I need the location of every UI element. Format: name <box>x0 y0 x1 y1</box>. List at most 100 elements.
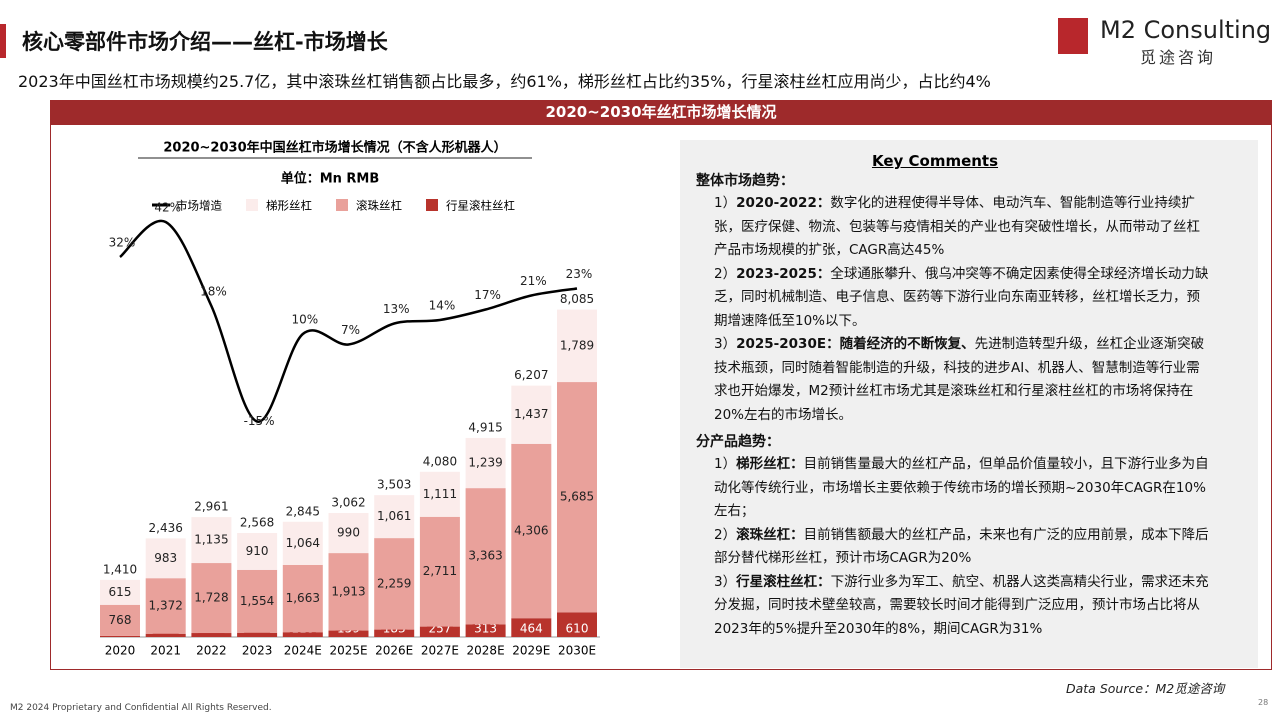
logo-name: M2 Consulting <box>1100 16 1272 44</box>
data-label: 1,554 <box>240 594 274 608</box>
comments: 整体市场趋势： 1）2020-2022：数字化的进程使得半导体、电动汽车、智能制造… <box>696 170 1209 641</box>
logo-icon <box>1058 18 1088 54</box>
data-label: 1,728 <box>194 591 228 605</box>
data-label: 1,064 <box>286 536 320 550</box>
x-tick-label: 2025E <box>329 644 367 658</box>
bar-segment <box>557 309 597 383</box>
bar-segment <box>465 488 506 625</box>
bar-segment <box>374 538 415 630</box>
item-text: 数字化的进程使得半导体、电动汽车、智能制造等行业持续扩张，医疗保健、物流、包装等… <box>714 195 1200 258</box>
section-heading: 分产品趋势： <box>696 434 780 450</box>
growth-line <box>119 219 578 423</box>
total-label: 4,080 <box>423 454 457 468</box>
data-source: Data Source：M2觅途咨询 <box>1066 681 1225 696</box>
line-label: 32% <box>109 236 136 250</box>
label-bg <box>564 621 590 635</box>
total-label: 6,207 <box>514 368 548 382</box>
item-text: 先进制造转型升级，丝杠企业逐渐突破技术瓶颈，同时随着智能制造的升级，科技的进步A… <box>714 336 1205 423</box>
bar-segment <box>191 517 232 564</box>
line-label: 14% <box>429 299 456 313</box>
data-label: 1,111 <box>423 487 457 501</box>
item-number: 3） <box>714 336 737 352</box>
bar-segment <box>191 633 232 637</box>
item-lead: 行星滚柱丝杠： <box>736 573 831 590</box>
data-label: 1,789 <box>560 338 594 352</box>
page-number: 28 <box>1258 698 1269 707</box>
total-label: 8,085 <box>560 292 594 306</box>
data-label: 1,913 <box>331 584 365 598</box>
data-label: 464 <box>520 622 543 636</box>
x-tick-label: 2023 <box>242 644 273 658</box>
copyright: M2 2024 Proprietary and Confidential All… <box>10 703 272 713</box>
item-number: 2） <box>714 526 737 543</box>
data-label: 1,437 <box>514 407 548 421</box>
bar-segment <box>465 437 506 489</box>
bar-segment <box>100 635 140 637</box>
comment-item: 3）2025-2030E：随着经济的不断恢复、先进制造转型升级，丝杠企业逐渐突破… <box>714 333 1209 427</box>
line-label: 13% <box>383 302 410 316</box>
item-lead: 滚珠丝杠： <box>736 526 804 543</box>
line-label: 17% <box>474 288 501 302</box>
bar-segment <box>237 569 278 633</box>
page-title: 核心零部件市场介绍——丝杠-市场增长 <box>22 30 388 54</box>
frame <box>50 125 1272 670</box>
page-subtitle: 2023年中国丝杠市场规模约25.7亿，其中滚珠丝杠销售额占比最多，约61%，梯… <box>18 72 991 91</box>
section-heading: 整体市场趋势： <box>696 173 794 189</box>
data-label: 610 <box>566 622 589 636</box>
data-label: 2,259 <box>377 576 411 590</box>
total-label: 3,503 <box>377 478 411 492</box>
x-tick-label: 2030E <box>558 644 596 658</box>
total-label: 1,410 <box>103 562 137 576</box>
legend-label: 行星滚柱丝杠 <box>446 199 515 213</box>
x-tick-label: 2029E <box>512 644 550 658</box>
bar-segment <box>100 579 140 605</box>
label-bg <box>472 621 499 635</box>
bar-segment <box>557 382 597 613</box>
line-label: -15% <box>244 414 275 428</box>
legend-swatch <box>426 199 438 211</box>
item-lead: 2020-2022： <box>736 195 831 211</box>
label-bg <box>518 621 545 635</box>
item-text: 全球通胀攀升、俄乌冲突等不确定因素使得全球经济增长动力缺乏，同时机械制造、电子信… <box>714 265 1209 329</box>
item-text: 下游行业多为军工、航空、机器人这类高精尖行业，需求还未充分发掘，同时技术壁垒较高… <box>714 573 1209 637</box>
total-label: 2,436 <box>149 521 183 535</box>
x-tick-label: 2022 <box>196 644 227 658</box>
data-label: 983 <box>154 551 177 565</box>
comment-item: 1）梯形丝杠：目前销售量最大的丝杠产品，但单品价值量较小，且下游行业多为自动化等… <box>714 453 1209 524</box>
x-tick-label: 2028E <box>467 644 505 658</box>
total-label: 2,961 <box>194 500 228 514</box>
bar-segment <box>145 633 186 637</box>
line-label: 7% <box>341 323 360 337</box>
item-text: 目前销售量最大的丝杠产品，但单品价值量较小，且下游行业多为自动化等传统行业，市场… <box>714 456 1209 519</box>
bar-segment <box>237 532 278 570</box>
comments-panel <box>680 140 1258 668</box>
legend-label: 梯形丝杠 <box>266 199 312 213</box>
item-lead: 2023-2025： <box>736 265 831 282</box>
data-label: 313 <box>474 622 497 636</box>
logo-cn: 觅途咨询 <box>1140 48 1217 67</box>
data-label: 5,685 <box>560 490 594 504</box>
chart: 2020~2030年中国丝杠市场增长情况（不含人形机器人） 单位：Mn RMB … <box>100 140 600 658</box>
data-label: 1,135 <box>194 533 228 547</box>
bar-segment <box>419 471 460 517</box>
line-label: 21% <box>520 274 547 288</box>
total-label: 2,568 <box>240 515 274 529</box>
line-label: 42% <box>154 201 181 215</box>
comments-title: Key Comments <box>871 152 999 170</box>
bar-segment <box>191 563 232 634</box>
data-label: 4,306 <box>514 524 548 538</box>
legend-label: 滚珠丝杠 <box>356 199 402 213</box>
comment-item: 2）滚珠丝杠：目前销售额最大的丝杠产品，未来也有广泛的应用前景，成本下降后部分替… <box>714 524 1209 571</box>
bar-segment <box>282 564 323 633</box>
legend-swatch <box>336 199 348 211</box>
chart-unit: 单位：Mn RMB <box>281 171 380 187</box>
total-label: 3,062 <box>331 495 365 509</box>
section-items: 1）梯形丝杠：目前销售量最大的丝杠产品，但单品价值量较小，且下游行业多为自动化等… <box>714 453 1209 641</box>
data-label: 1,663 <box>286 591 320 605</box>
x-tick-label: 2027E <box>421 644 459 658</box>
banner: 2020~2030年丝杠市场增长情况 <box>50 100 1272 125</box>
item-lead: 2025-2030E：随着经济的不断恢复、 <box>736 336 975 352</box>
data-label: 910 <box>246 544 269 558</box>
bar-segment <box>145 578 186 634</box>
